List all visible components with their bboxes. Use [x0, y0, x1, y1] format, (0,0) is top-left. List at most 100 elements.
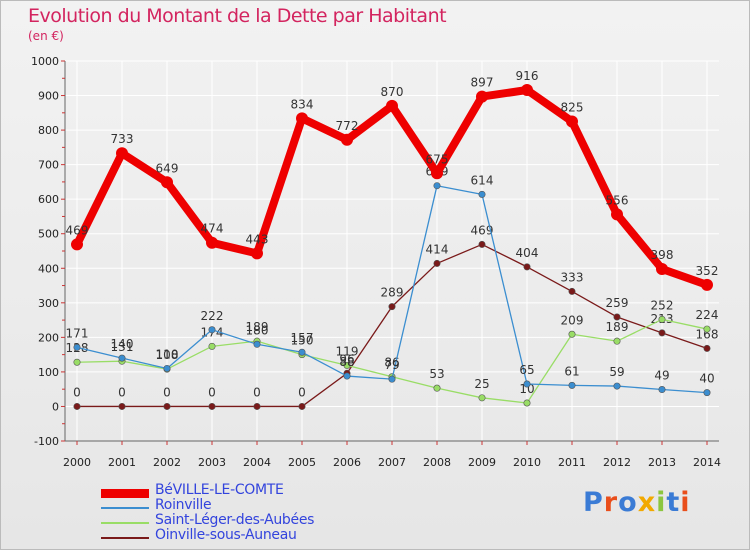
data-label: 108: [156, 348, 179, 362]
data-point: [658, 386, 666, 394]
data-label: 189: [606, 320, 629, 334]
data-label: 189: [246, 320, 269, 334]
data-point: [298, 348, 306, 356]
data-point: [343, 361, 351, 369]
x-tick-label: 2005: [288, 456, 316, 469]
data-label: 86: [384, 356, 399, 370]
data-point: [433, 182, 441, 190]
data-point: [208, 402, 216, 410]
x-tick-label: 2000: [63, 456, 91, 469]
data-point: [703, 389, 711, 397]
y-tick-label: 200: [38, 331, 59, 344]
data-point: [388, 303, 396, 311]
data-label: 157: [291, 331, 314, 345]
data-label: 252: [651, 298, 674, 312]
data-point: [568, 330, 576, 338]
data-point: [478, 394, 486, 402]
x-tick-label: 2007: [378, 456, 406, 469]
data-label: 49: [654, 369, 669, 383]
data-point: [161, 176, 173, 189]
y-tick-label: 600: [38, 193, 59, 206]
data-label: 131: [111, 340, 134, 354]
data-label: 469: [66, 223, 89, 237]
x-tick-label: 2003: [198, 456, 226, 469]
data-label: 259: [606, 296, 629, 310]
data-label: 870: [381, 85, 404, 99]
data-label: 897: [471, 76, 494, 90]
data-point: [343, 372, 351, 380]
logo-letter: P: [583, 487, 604, 518]
x-tick-label: 2011: [558, 456, 586, 469]
data-label: 150: [291, 334, 314, 348]
data-label: 96: [339, 352, 354, 366]
x-tick-label: 2006: [333, 456, 361, 469]
data-point: [566, 115, 578, 128]
data-point: [568, 381, 576, 389]
logo-letter: o: [618, 487, 638, 518]
y-tick-label: 800: [38, 124, 59, 137]
logo-letter: i: [680, 487, 691, 518]
y-tick-label: 0: [52, 400, 59, 413]
data-label: 180: [246, 323, 269, 337]
data-label: 0: [118, 385, 126, 399]
data-label: 40: [699, 372, 714, 386]
data-label: 289: [381, 286, 404, 300]
data-point: [208, 326, 216, 334]
data-point: [118, 402, 126, 410]
data-label: 53: [429, 367, 444, 381]
legend-swatch: [101, 522, 149, 524]
x-tick-label: 2002: [153, 456, 181, 469]
x-tick-label: 2013: [648, 456, 676, 469]
x-tick-label: 2001: [108, 456, 136, 469]
data-label: 209: [561, 313, 584, 327]
data-point: [73, 358, 81, 366]
data-point: [568, 287, 576, 295]
logo-letter: i: [656, 487, 667, 518]
data-point: [251, 247, 263, 260]
data-point: [163, 364, 171, 372]
data-label: 61: [564, 364, 579, 378]
legend-swatch: [101, 488, 149, 498]
data-point: [701, 278, 713, 291]
legend-label: Saint-Léger-des-Aubées: [155, 512, 315, 528]
data-label: 65: [519, 363, 534, 377]
logo-letter: t: [666, 487, 681, 518]
data-point: [431, 167, 443, 180]
data-label: 0: [73, 385, 81, 399]
data-label: 79: [384, 358, 399, 372]
data-label: 333: [561, 270, 584, 284]
data-point: [73, 402, 81, 410]
unit-label: (en €): [28, 29, 64, 43]
legend-swatch: [101, 537, 149, 539]
y-tick-label: 400: [38, 262, 59, 275]
data-point: [163, 402, 171, 410]
data-label: 825: [561, 100, 584, 114]
data-point: [611, 208, 623, 221]
logo-letter: r: [603, 487, 619, 518]
legend-swatch: [101, 507, 149, 509]
data-label: 25: [474, 377, 489, 391]
data-point: [118, 354, 126, 362]
data-point: [298, 402, 306, 410]
data-point: [476, 90, 488, 103]
chart-title: Evolution du Montant de la Dette par Hab…: [28, 5, 447, 27]
data-label: 474: [201, 222, 224, 236]
data-label: 469: [471, 223, 494, 237]
data-label: 0: [208, 385, 216, 399]
x-tick-label: 2010: [513, 456, 541, 469]
data-label: 0: [298, 385, 306, 399]
data-point: [433, 259, 441, 267]
data-label: 168: [696, 327, 719, 341]
data-label: 834: [291, 97, 314, 111]
x-tick-label: 2004: [243, 456, 271, 469]
data-point: [521, 84, 533, 97]
data-point: [658, 329, 666, 337]
data-point: [208, 342, 216, 350]
y-tick-label: 500: [38, 228, 59, 241]
y-tick-label: 300: [38, 297, 59, 310]
legend-label: Roinville: [155, 497, 212, 513]
data-point: [478, 190, 486, 198]
data-label: 772: [336, 119, 359, 133]
data-label: 675: [426, 152, 449, 166]
proxiti-logo: Proxiti: [583, 487, 691, 518]
